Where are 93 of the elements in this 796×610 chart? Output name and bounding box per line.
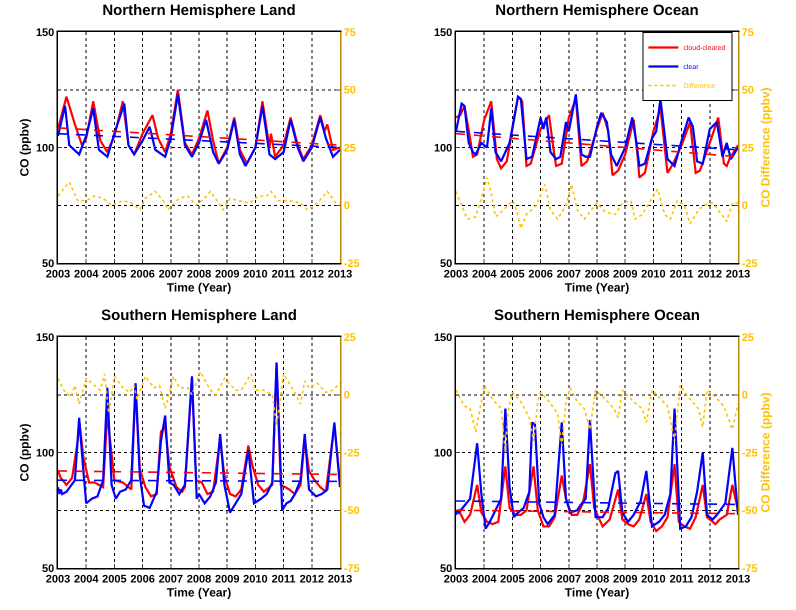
x-tick-label: 2006 bbox=[130, 268, 155, 281]
x-tick-label: 2006 bbox=[130, 574, 155, 586]
y-tick-label: 150 bbox=[434, 332, 452, 344]
y2-tick-label: 25 bbox=[344, 142, 356, 154]
y-axis-title: CO (ppbv) bbox=[17, 118, 32, 176]
y2-tick-label: 75 bbox=[344, 26, 356, 39]
y2-tick-label: 0 bbox=[742, 200, 748, 212]
y-tick-label: 100 bbox=[434, 142, 452, 154]
x-tick-label: 2013 bbox=[726, 268, 750, 281]
x-tick-label: 2004 bbox=[472, 268, 498, 281]
x-tick-label: 2008 bbox=[186, 574, 212, 586]
y2-tick-label: 0 bbox=[742, 390, 748, 402]
x-tick-label: 2009 bbox=[612, 574, 638, 586]
x-tick-label: 2011 bbox=[670, 574, 694, 586]
x-axis-title: Time (Year) bbox=[166, 586, 232, 600]
x-tick-label: 2007 bbox=[158, 574, 184, 586]
y2-axis-title: CO Difference (ppbv) bbox=[758, 87, 772, 208]
x-tick-label: 2010 bbox=[641, 268, 666, 281]
x-tick-label: 2007 bbox=[158, 268, 184, 281]
y2-tick-label: -25 bbox=[742, 447, 758, 460]
x-tick-label: 2010 bbox=[243, 268, 268, 281]
x-tick-label: 2009 bbox=[612, 268, 638, 281]
x-tick-label: 2008 bbox=[584, 268, 610, 281]
y-tick-label: 50 bbox=[440, 562, 452, 575]
y2-tick-label: -25 bbox=[742, 258, 758, 270]
x-tick-label: 2004 bbox=[74, 268, 100, 281]
x-tick-label: 2006 bbox=[528, 268, 553, 281]
y2-tick-label: -75 bbox=[344, 562, 360, 575]
x-tick-label: 2011 bbox=[670, 268, 694, 281]
x-tick-label: 2012 bbox=[698, 574, 722, 586]
y2-tick-label: 25 bbox=[344, 332, 356, 344]
y-tick-label: 150 bbox=[434, 26, 452, 39]
chart-title: Southern Hemisphere Land bbox=[101, 307, 297, 324]
x-tick-label: 2004 bbox=[472, 574, 498, 586]
y2-tick-label: 75 bbox=[742, 26, 754, 39]
y-tick-label: 50 bbox=[42, 258, 54, 270]
x-tick-label: 2011 bbox=[272, 268, 296, 281]
x-tick-label: 2010 bbox=[243, 574, 268, 586]
y2-tick-label: 50 bbox=[742, 84, 754, 97]
y-tick-label: 150 bbox=[36, 332, 54, 344]
y2-tick-label: 0 bbox=[344, 390, 350, 402]
x-axis-title: Time (Year) bbox=[564, 586, 630, 600]
x-tick-label: 2003 bbox=[444, 268, 468, 281]
line-series bbox=[58, 181, 340, 211]
x-tick-label: 2012 bbox=[300, 574, 324, 586]
x-tick-label: 2005 bbox=[102, 574, 127, 586]
chart-title: Northern Hemisphere Ocean bbox=[495, 2, 699, 20]
x-tick-label: 2009 bbox=[214, 268, 240, 281]
x-tick-label: 2010 bbox=[641, 574, 666, 586]
x-tick-label: 2013 bbox=[328, 268, 352, 281]
y2-tick-label: -25 bbox=[344, 258, 360, 270]
x-tick-label: 2012 bbox=[300, 268, 324, 281]
x-tick-label: 2005 bbox=[500, 574, 525, 586]
x-tick-label: 2006 bbox=[528, 574, 553, 586]
x-tick-label: 2004 bbox=[74, 574, 100, 586]
x-tick-label: 2003 bbox=[46, 268, 70, 281]
y2-tick-label: 25 bbox=[742, 332, 754, 344]
x-tick-label: 2005 bbox=[500, 268, 525, 281]
y2-axis-title: CO Difference (ppbv) bbox=[758, 392, 772, 513]
y2-tick-label: 50 bbox=[344, 84, 356, 97]
y-axis-title: CO (ppbv) bbox=[17, 424, 32, 482]
x-tick-label: 2013 bbox=[328, 574, 352, 586]
y2-tick-label: 25 bbox=[742, 142, 754, 154]
x-tick-label: 2009 bbox=[214, 574, 240, 586]
y2-tick-label: -75 bbox=[742, 562, 758, 575]
y-tick-label: 100 bbox=[36, 142, 54, 154]
line-series bbox=[58, 370, 340, 426]
x-tick-label: 2011 bbox=[272, 574, 296, 586]
x-tick-label: 2008 bbox=[584, 574, 610, 586]
x-tick-label: 2007 bbox=[556, 268, 582, 281]
chart-title: Southern Hemisphere Ocean bbox=[494, 307, 700, 324]
y-tick-label: 50 bbox=[440, 258, 452, 270]
x-tick-label: 2007 bbox=[556, 574, 582, 586]
y-tick-label: 150 bbox=[36, 26, 54, 39]
x-axis-title: Time (Year) bbox=[564, 280, 630, 295]
line-series bbox=[456, 408, 738, 530]
x-tick-label: 2013 bbox=[726, 574, 750, 586]
line-series bbox=[456, 384, 738, 454]
y-tick-label: 100 bbox=[36, 447, 54, 460]
x-tick-label: 2012 bbox=[698, 268, 722, 281]
chart-title: Northern Hemisphere Land bbox=[102, 2, 296, 20]
line-series bbox=[456, 176, 738, 230]
x-tick-label: 2008 bbox=[186, 268, 212, 281]
y-tick-label: 50 bbox=[42, 562, 54, 575]
x-tick-label: 2003 bbox=[46, 574, 70, 586]
x-tick-label: 2003 bbox=[444, 574, 468, 586]
y2-tick-label: 0 bbox=[344, 200, 350, 212]
y2-tick-label: -25 bbox=[344, 447, 360, 460]
x-axis-title: Time (Year) bbox=[166, 280, 232, 295]
y2-tick-label: -50 bbox=[344, 505, 360, 518]
y-tick-label: 100 bbox=[434, 447, 452, 460]
x-tick-label: 2005 bbox=[102, 268, 127, 281]
y2-tick-label: -50 bbox=[742, 505, 758, 518]
